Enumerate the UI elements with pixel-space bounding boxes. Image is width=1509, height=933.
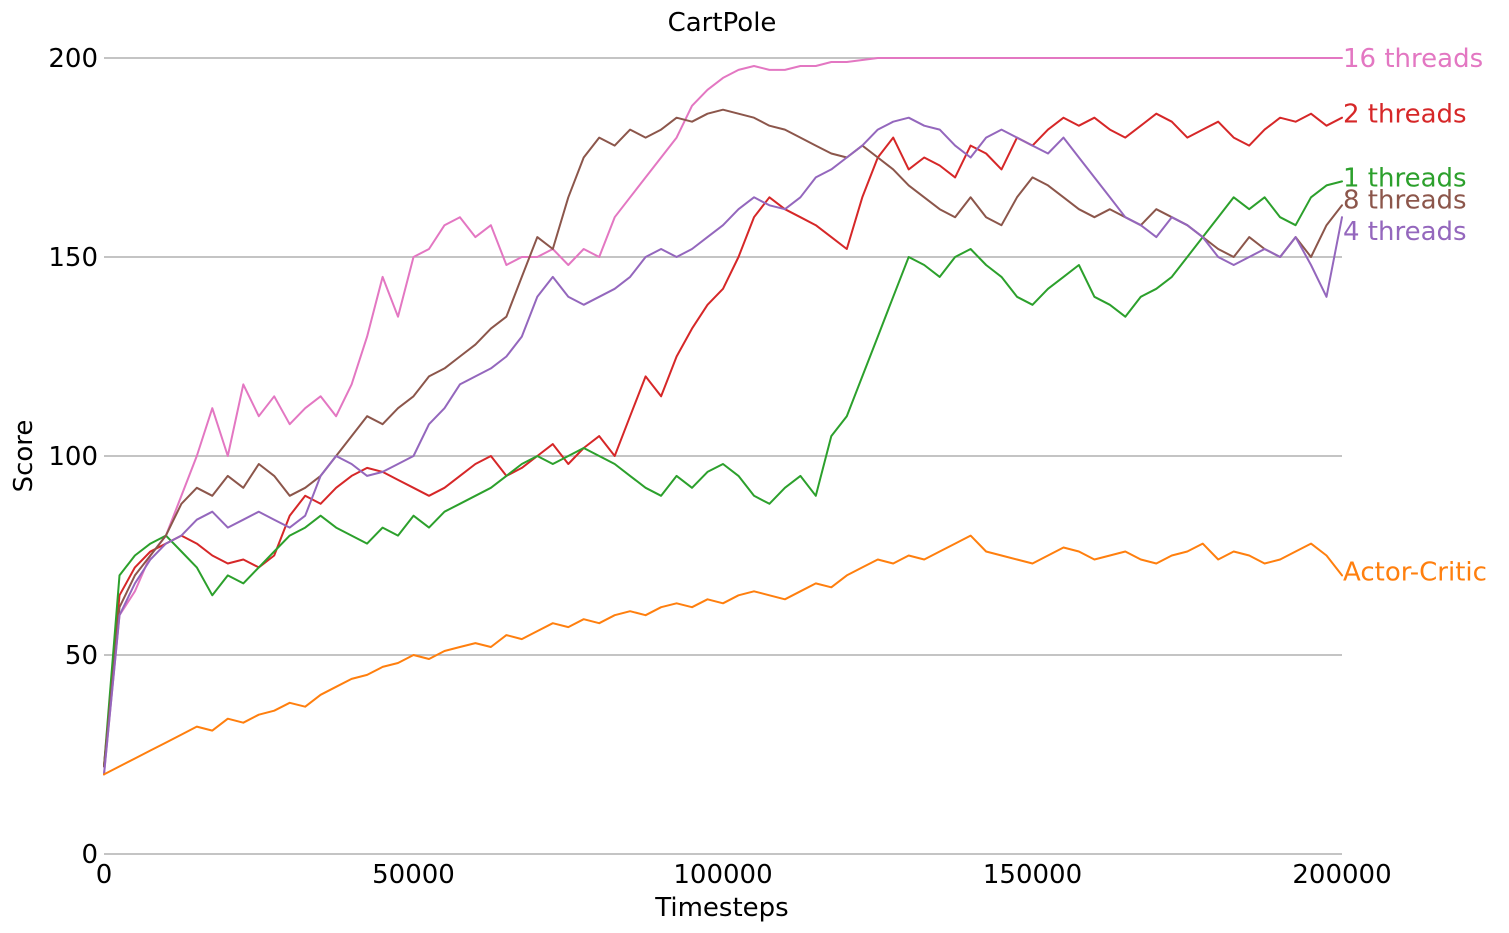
chart-title: CartPole: [668, 8, 777, 38]
series-line-2-threads: [103, 112, 1343, 768]
x-tick-label: 200000: [1292, 860, 1391, 890]
series-label-16-threads: 16 threads: [1343, 44, 1483, 74]
series-label-1-threads: 1 threads: [1343, 163, 1467, 193]
series-line-16-threads: [103, 57, 1343, 776]
x-tick-label: 150000: [983, 860, 1082, 890]
y-axis-label: Score: [9, 420, 39, 493]
x-axis-label: Timesteps: [654, 893, 788, 923]
series-line-4-threads: [103, 116, 1343, 776]
x-tick-label: 50000: [372, 860, 455, 890]
series-label-2-threads: 2 threads: [1343, 100, 1467, 130]
x-tick-label: 0: [96, 860, 113, 890]
y-tick-label: 150: [48, 243, 98, 273]
y-tick-label: 100: [48, 442, 98, 472]
series-label-8-threads: 8 threads: [1343, 185, 1467, 215]
series-line-actor-critic: [103, 534, 1343, 776]
series-line-8-threads: [103, 108, 1343, 768]
series-label-actor-critic: Actor-Critic: [1343, 557, 1487, 587]
gridlines: [104, 57, 1342, 656]
series-line-1-threads: [103, 180, 1343, 768]
y-tick-labels: 0 50 100 150 200: [48, 44, 98, 870]
x-tick-labels: 0 50000 100000 150000 200000: [96, 860, 1392, 890]
series-label-4-threads: 4 threads: [1343, 217, 1467, 247]
y-tick-label: 200: [48, 44, 98, 74]
series-lines: [103, 57, 1343, 776]
y-tick-label: 0: [81, 840, 98, 870]
x-tick-label: 100000: [673, 860, 772, 890]
y-tick-label: 50: [65, 641, 98, 671]
